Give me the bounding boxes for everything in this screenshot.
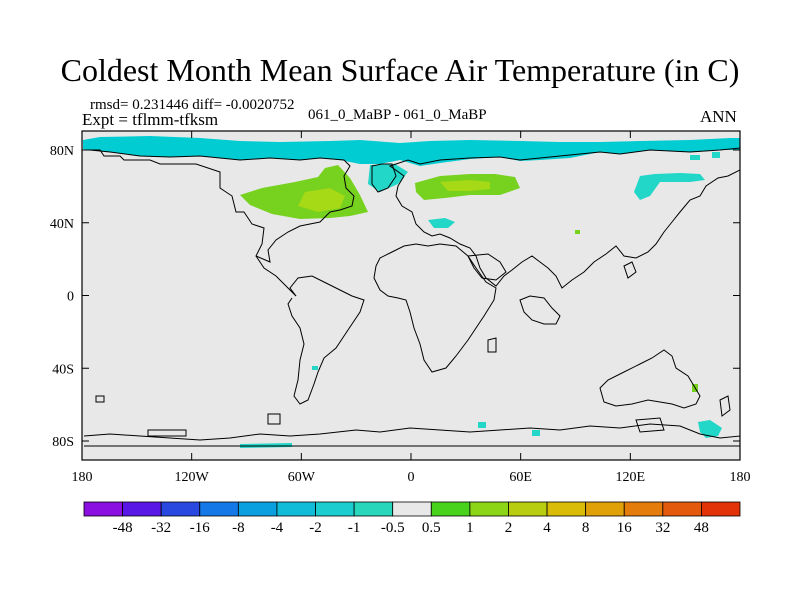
map-title: Coldest Month Mean Surface Air Temperatu… bbox=[60, 52, 740, 88]
lon-tick-label: 120W bbox=[175, 470, 210, 485]
coast-south-america bbox=[287, 275, 365, 405]
arctic-small-cyan-2 bbox=[712, 152, 720, 158]
colorbar-swatch bbox=[430, 501, 471, 517]
lat-tick-label: 80N bbox=[50, 144, 74, 159]
southern-cyan-2 bbox=[532, 430, 540, 436]
coast-antarctic-ice-1 bbox=[147, 429, 187, 437]
lat-tick-label: 0 bbox=[67, 290, 74, 305]
colorbar-swatch bbox=[469, 501, 509, 517]
lon-tick-label: 60E bbox=[509, 470, 532, 485]
southern-cyan-1 bbox=[478, 422, 486, 428]
lat-tick-label: 40N bbox=[50, 217, 74, 232]
coast-australia bbox=[599, 349, 701, 409]
colorbar-label: -32 bbox=[151, 520, 171, 536]
lon-tick-label: 0 bbox=[408, 470, 415, 485]
coast-europe-asia bbox=[388, 147, 741, 289]
colorbar-swatch bbox=[701, 501, 741, 517]
colorbar-label: -8 bbox=[232, 520, 245, 536]
colorbar-swatch bbox=[623, 501, 664, 517]
coast-southeast-asia bbox=[519, 295, 561, 325]
lat-tick-label: 80S bbox=[52, 435, 74, 450]
colorbar-swatch bbox=[199, 501, 239, 517]
colorbar-label: -1 bbox=[348, 520, 361, 536]
coast-antarctica bbox=[83, 423, 741, 447]
colorbar-swatch bbox=[585, 501, 625, 517]
colorbar-label: -16 bbox=[190, 520, 210, 536]
map-plot-area: 80N 40N 0 40S 80S 180 120W 60W 0 60E 120E 180 bbox=[50, 130, 751, 485]
colorbar-swatch bbox=[315, 501, 355, 517]
eurasia-green-core bbox=[440, 180, 490, 191]
lon-tick-label: 60W bbox=[288, 470, 316, 485]
coast-antarctic-ice-2 bbox=[635, 417, 665, 433]
stats-label: rmsd= 0.231446 diff= -0.0020752 bbox=[90, 97, 295, 113]
colorbar-swatch bbox=[276, 501, 316, 517]
colorbar-label: 2 bbox=[505, 520, 513, 536]
colorbar-swatch bbox=[662, 501, 702, 517]
coast-antarctic-peninsula bbox=[267, 413, 281, 425]
coast-arctic-north-america bbox=[84, 149, 355, 263]
anomaly-shading bbox=[83, 136, 740, 448]
colorbar-label: 0.5 bbox=[422, 520, 441, 536]
mediterranean-cyan bbox=[428, 218, 455, 228]
colorbar-label: 32 bbox=[655, 520, 670, 536]
colorbar-label: -4 bbox=[271, 520, 284, 536]
map-background bbox=[82, 131, 740, 460]
colorbar-label: -0.5 bbox=[381, 520, 405, 536]
antarctic-cyan bbox=[698, 420, 722, 438]
colorbar-label: 8 bbox=[582, 520, 590, 536]
lon-tick-label: 120E bbox=[616, 470, 646, 485]
coast-central-america bbox=[255, 255, 297, 297]
southern-cyan-3 bbox=[312, 366, 318, 370]
colorbar-swatch bbox=[508, 501, 548, 517]
colorbar: -48 -32 -16 -8 -4 -2 -1 -0.5 0.5 1 2 4 8 16 32 48 bbox=[83, 501, 741, 536]
colorbar-swatch bbox=[237, 501, 278, 517]
lat-tick-label: 40S bbox=[52, 362, 74, 377]
experiment-label: Expt = tflmm-tfksm bbox=[82, 110, 219, 129]
colorbar-swatch bbox=[122, 501, 162, 517]
colorbar-swatch bbox=[160, 501, 201, 517]
coast-new-zealand bbox=[719, 395, 731, 417]
colorbar-swatch bbox=[546, 501, 587, 517]
lon-tick-label: 180 bbox=[730, 470, 751, 485]
coastlines bbox=[83, 147, 741, 447]
colorbar-label: -48 bbox=[113, 520, 133, 536]
lon-ticks: 180 120W 60W 0 60E 120E 180 bbox=[72, 131, 751, 485]
siberia-cyan bbox=[634, 173, 705, 200]
colorbar-swatch bbox=[353, 501, 394, 517]
colorbar-label: 48 bbox=[694, 520, 709, 536]
coast-africa bbox=[373, 243, 497, 373]
colorbar-swatch bbox=[83, 501, 123, 517]
coast-arabia bbox=[467, 253, 507, 281]
arctic-small-cyan-1 bbox=[690, 155, 700, 160]
arctic-cyan-band bbox=[83, 136, 740, 166]
season-label: ANN bbox=[700, 107, 737, 126]
coast-japan bbox=[623, 261, 637, 279]
coast-madagascar bbox=[487, 337, 497, 353]
colorbar-swatch bbox=[392, 501, 432, 517]
case-label: 061_0_MaBP - 061_0_MaBP bbox=[308, 107, 487, 123]
coast-south-atlantic-island bbox=[95, 395, 105, 403]
lat-ticks: 80N 40N 0 40S 80S bbox=[50, 144, 740, 450]
colorbar-label: 1 bbox=[466, 520, 474, 536]
north-atlantic-green-core bbox=[298, 188, 345, 212]
asia-green-dot bbox=[575, 230, 580, 234]
coast-greenland bbox=[371, 163, 397, 193]
colorbar-label: -2 bbox=[309, 520, 322, 536]
colorbar-label: 16 bbox=[617, 520, 633, 536]
colorbar-label: 4 bbox=[543, 520, 551, 536]
lon-tick-label: 180 bbox=[72, 470, 93, 485]
